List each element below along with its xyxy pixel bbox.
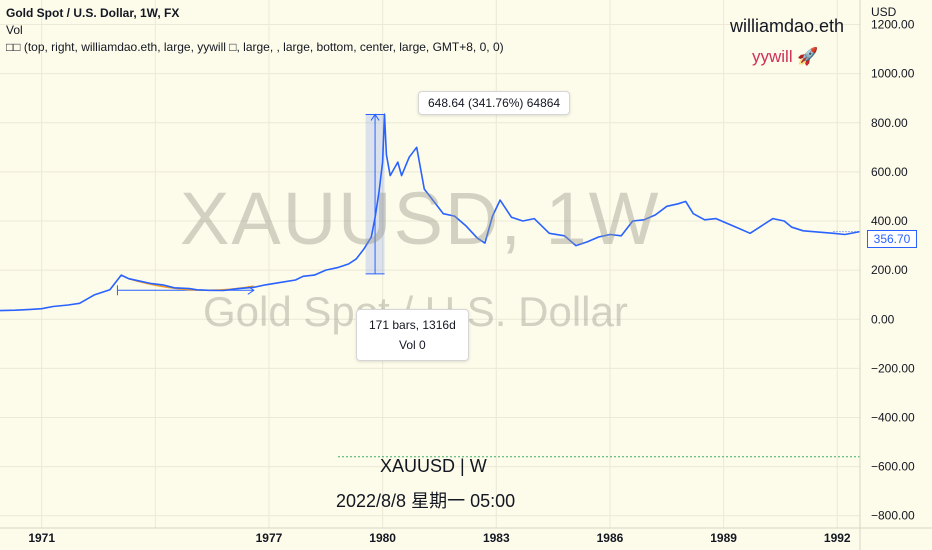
author-tag: yywill 🚀 xyxy=(752,47,819,66)
y-tick-label: 0.00 xyxy=(871,312,895,326)
y-tick-label: 1200.00 xyxy=(871,18,915,32)
x-tick-label: 1983 xyxy=(483,531,510,545)
y-tick-label: 400.00 xyxy=(871,214,908,228)
x-tick-label: 1977 xyxy=(256,531,283,545)
y-tick-label: −800.00 xyxy=(871,509,915,523)
y-tick-label: 600.00 xyxy=(871,165,908,179)
indicator-legend: □□ (top, right, williamdao.eth, large, y… xyxy=(6,40,504,54)
chart-title: Gold Spot / U.S. Dollar, 1W, FX xyxy=(6,6,180,20)
price-range-tooltip: 648.64 (341.76%) 64864 xyxy=(418,91,571,115)
x-tick-label: 1971 xyxy=(28,531,55,545)
last-price-badge: 356.70 xyxy=(867,230,917,248)
x-tick-label: 1986 xyxy=(597,531,624,545)
x-tick-label: 1989 xyxy=(710,531,737,545)
volume-legend: Vol xyxy=(6,23,23,37)
date-range-tooltip: 171 bars, 1316d Vol 0 xyxy=(356,309,469,361)
volume-text: Vol 0 xyxy=(399,338,426,352)
author-name: williamdao.eth xyxy=(730,16,845,36)
price-series-line xyxy=(0,113,861,312)
date-range-text: 171 bars, 1316d xyxy=(369,318,456,332)
y-tick-label: 200.00 xyxy=(871,263,908,277)
bottom-symbol-text: XAUUSD | W xyxy=(380,456,487,476)
y-tick-label: −400.00 xyxy=(871,410,915,424)
bottom-date-text: 2022/8/8 星期一 05:00 xyxy=(336,491,516,511)
y-tick-label: −200.00 xyxy=(871,361,915,375)
y-tick-label: 800.00 xyxy=(871,116,908,130)
symbol-watermark: XAUUSD, 1W xyxy=(180,177,661,260)
x-tick-label: 1980 xyxy=(369,531,396,545)
x-tick-label: 1992 xyxy=(824,531,851,545)
y-axis-unit-label: USD xyxy=(871,5,897,19)
y-tick-label: −600.00 xyxy=(871,460,915,474)
y-tick-label: 1000.00 xyxy=(871,67,915,81)
